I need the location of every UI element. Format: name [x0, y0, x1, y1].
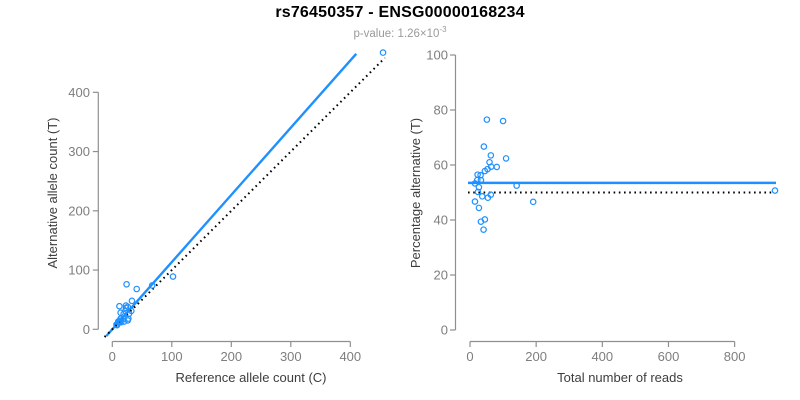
y-tick-label: 400	[68, 85, 90, 100]
data-point	[124, 317, 132, 324]
y-tick-label: 20	[434, 268, 448, 283]
fitted-allelic-ratio-line	[105, 52, 358, 337]
x-tick-label: 200	[525, 349, 547, 364]
data-point	[123, 280, 130, 288]
x-tick-label: 400	[591, 349, 613, 364]
data-point	[480, 143, 488, 150]
data-point	[474, 188, 482, 196]
data-point	[477, 218, 485, 225]
data-point	[148, 282, 156, 289]
x-tick-label: 800	[724, 349, 746, 364]
data-point	[471, 180, 479, 187]
data-point	[499, 117, 507, 125]
x-axis-title: Total number of reads	[557, 370, 683, 385]
data-point	[487, 191, 495, 199]
y-tick-label: 60	[434, 158, 448, 173]
data-point	[116, 318, 123, 326]
x-tick-label: 400	[339, 349, 361, 364]
y-tick-label: 80	[434, 103, 448, 118]
chart-allele-counts: 0 100 200 300 400 0 100 200 300 400 Reference alle…	[45, 49, 387, 385]
y-tick-label: 40	[434, 213, 448, 228]
data-point	[529, 198, 537, 206]
x-axis-title: Reference allele count (C)	[175, 370, 326, 385]
data-point	[475, 204, 483, 212]
data-layer	[103, 49, 387, 338]
data-point	[116, 302, 123, 310]
data-point	[128, 307, 135, 315]
y-tick-label: 100	[426, 48, 448, 63]
data-point	[128, 297, 136, 305]
chart-percentage-vs-depth: 0 200 400 600 800 0 20 40 60 80 100 Total number of…	[408, 48, 779, 385]
data-point	[481, 167, 489, 175]
x-tick-label: 0	[466, 349, 473, 364]
data-point	[483, 116, 491, 123]
data-point	[502, 155, 510, 162]
data-point	[477, 176, 485, 184]
data-point	[771, 187, 779, 194]
x-tick-label: 100	[161, 349, 183, 364]
data-point	[478, 193, 486, 200]
y-axis-title: Percentage alternative (T)	[408, 118, 423, 268]
y-tick-label: 0	[83, 322, 90, 337]
identity-line	[103, 57, 386, 338]
data-point	[493, 163, 501, 171]
x-tick-label: 300	[280, 349, 302, 364]
data-point	[379, 49, 387, 56]
y-tick-label: 200	[68, 203, 90, 218]
x-tick-label: 0	[109, 349, 116, 364]
data-point	[471, 198, 479, 205]
data-point	[480, 226, 487, 233]
x-tick-label: 200	[220, 349, 242, 364]
data-point	[133, 285, 140, 293]
y-axis-title: Alternative allele count (T)	[45, 117, 60, 268]
y-tick-label: 0	[441, 323, 448, 338]
x-tick-label: 600	[658, 349, 680, 364]
y-tick-label: 100	[68, 263, 90, 278]
data-point	[169, 273, 177, 280]
data-point	[487, 152, 495, 159]
data-point	[513, 182, 520, 189]
data-layer	[468, 116, 779, 233]
y-tick-label: 300	[68, 144, 90, 159]
